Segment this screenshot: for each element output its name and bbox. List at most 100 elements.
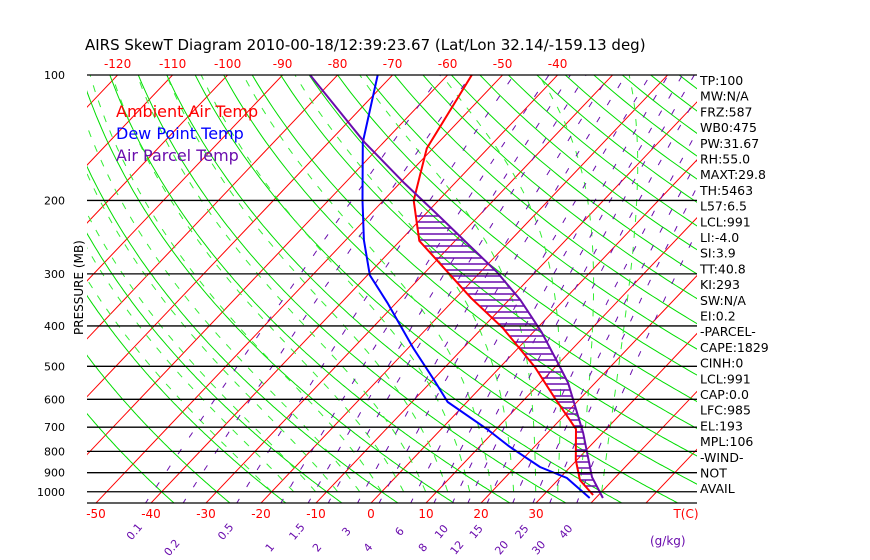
mixing-ratio-line <box>576 230 697 503</box>
dry-adiabat-line <box>109 75 511 503</box>
pressure-tick-label: 900 <box>44 467 65 480</box>
stat-label: TT:40.8 <box>699 261 746 276</box>
dry-adiabat-line <box>393 75 697 325</box>
stat-label: CAPE:1829 <box>700 340 769 355</box>
dry-adiabat-line <box>194 75 679 503</box>
mixing-ratio-line <box>467 75 695 503</box>
stat-label: EI:0.2 <box>700 309 736 324</box>
legend-ambient: Ambient Air Temp <box>116 102 258 121</box>
moist-adiabat-line <box>89 75 383 493</box>
dewpoint-line <box>361 75 591 499</box>
dry-adiabat-line <box>87 90 455 503</box>
bottom-temp-tick-label: 30 <box>528 507 543 521</box>
moist-adiabat-line <box>87 172 339 493</box>
dry-adiabat-line <box>223 75 697 485</box>
dry-adiabat-line <box>479 75 697 251</box>
stat-label: WB0:475 <box>700 120 757 135</box>
bottom-temp-tick-label: 20 <box>473 507 488 521</box>
dry-adiabat-line <box>308 75 697 403</box>
isotherm-line <box>87 75 284 282</box>
temp-unit-label: T(C) <box>672 507 698 521</box>
moist-adiabat-line <box>200 75 471 492</box>
pressure-tick-label: 1000 <box>37 486 65 499</box>
dry-adiabat-line <box>422 75 697 300</box>
bottom-temp-tick-label: 10 <box>418 507 433 521</box>
stat-label: KI:293 <box>700 277 740 292</box>
stat-label: RH:55.0 <box>700 152 750 167</box>
pressure-tick-label: 400 <box>44 320 65 333</box>
mixing-ratio-tick-label: 1 <box>263 541 277 555</box>
cape-hatching <box>415 215 600 493</box>
moist-adiabat-line <box>538 75 595 492</box>
isotherm-line <box>480 274 697 503</box>
dry-adiabat-line <box>87 354 231 503</box>
pressure-tick-label: 100 <box>44 69 65 82</box>
moist-adiabat-line <box>111 75 405 493</box>
top-temp-tick-label: -40 <box>548 57 568 71</box>
mixing-ratio-tick-label: 2 <box>310 541 324 555</box>
isotherm-line <box>315 101 697 503</box>
dry-adiabat-line <box>166 75 623 503</box>
mixing-ratio-line <box>532 160 697 503</box>
stat-label: AVAIL <box>700 481 735 496</box>
stat-label: CINH:0 <box>700 356 743 371</box>
mixing-ratio-tick-label: 8 <box>416 541 430 555</box>
mixing-ratio-tick-label: 6 <box>392 525 406 539</box>
stat-label: TP:100 <box>699 73 743 88</box>
stat-label: PW:31.67 <box>700 136 759 151</box>
top-temp-tick-label: -70 <box>383 57 403 71</box>
dry-adiabat-line <box>450 75 697 275</box>
moist-adiabat-line <box>136 75 427 492</box>
dry-adiabat-line <box>87 165 399 503</box>
dry-adiabat-line <box>87 294 287 503</box>
mixing-ratio-tick-label: 0.1 <box>124 521 145 543</box>
stat-label: NOT <box>700 466 727 481</box>
pressure-tick-label: 800 <box>44 445 65 458</box>
mixing-ratio-line <box>236 75 515 503</box>
mixing-ratio-tick-label: 15 <box>467 522 486 541</box>
isotherm-line <box>87 75 394 398</box>
moist-adiabat-line <box>242 75 493 492</box>
mixing-ratio-line <box>410 75 651 503</box>
mixing-ratio-line <box>356 75 610 503</box>
stat-label: -PARCEL- <box>700 324 756 339</box>
isotherm-line <box>0 66 16 504</box>
top-temp-tick-label: -120 <box>104 57 131 71</box>
isotherm-line <box>370 159 697 503</box>
top-temp-tick-label: -60 <box>438 57 458 71</box>
dry-adiabat-line <box>251 75 697 457</box>
mixing-ratio-line <box>486 95 697 503</box>
moist-adiabat-line <box>441 75 561 492</box>
moist-adiabat-line <box>87 212 317 493</box>
mixing-ratio-unit-label: (g/kg) <box>650 534 686 548</box>
mixing-ratio-tick-label: 30 <box>529 538 548 557</box>
stat-label: LI:-4.0 <box>700 230 739 245</box>
bottom-temp-tick-label: -50 <box>86 507 106 521</box>
dry-adiabat-line <box>87 412 175 503</box>
isotherm-line <box>87 75 229 224</box>
mixing-ratio-tick-label: 10 <box>432 522 451 541</box>
stat-label: LCL:991 <box>700 214 751 229</box>
ambient-temp-line <box>412 75 594 496</box>
bottom-temp-tick-label: -10 <box>306 507 326 521</box>
mixing-ratio-line <box>280 75 550 503</box>
stat-label: LFC:985 <box>700 403 751 418</box>
mixing-ratio-line <box>378 75 627 503</box>
pressure-tick-label: 500 <box>44 360 65 373</box>
mixing-ratio-tick-label: 40 <box>556 522 575 541</box>
profiles <box>309 75 604 499</box>
top-temp-tick-label: -80 <box>328 57 348 71</box>
isotherm-line <box>0 66 71 504</box>
isotherm-line <box>260 75 669 503</box>
stat-label: SW:N/A <box>700 293 746 308</box>
stat-label: LCL:991 <box>700 371 751 386</box>
pressure-tick-label: 700 <box>44 421 65 434</box>
isotherm-line <box>95 75 504 503</box>
legend-dewpoint: Dew Point Temp <box>116 124 244 143</box>
mixing-ratio-tick-label: 3 <box>339 525 353 539</box>
stat-label: L57:6.5 <box>700 199 747 214</box>
background-grid <box>0 66 697 504</box>
mixing-ratio-tick-label: 0.5 <box>215 521 236 543</box>
pressure-tick-label: 200 <box>44 194 65 207</box>
